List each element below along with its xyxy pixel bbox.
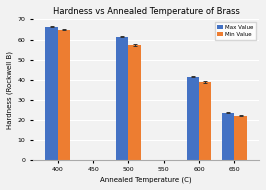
Bar xyxy=(58,29,70,160)
Title: Hardness vs Annealed Temperature of Brass: Hardness vs Annealed Temperature of Bras… xyxy=(53,7,239,16)
Bar xyxy=(234,116,247,160)
Bar xyxy=(199,82,211,160)
Bar xyxy=(45,27,58,160)
Bar xyxy=(222,113,234,160)
Y-axis label: Hardness (Rockwell B): Hardness (Rockwell B) xyxy=(7,51,14,129)
Bar xyxy=(116,36,128,160)
X-axis label: Annealed Temperature (C): Annealed Temperature (C) xyxy=(100,177,192,183)
Bar xyxy=(128,44,141,160)
Legend: Max Value, Min Value: Max Value, Min Value xyxy=(215,22,256,40)
Bar xyxy=(187,77,199,160)
